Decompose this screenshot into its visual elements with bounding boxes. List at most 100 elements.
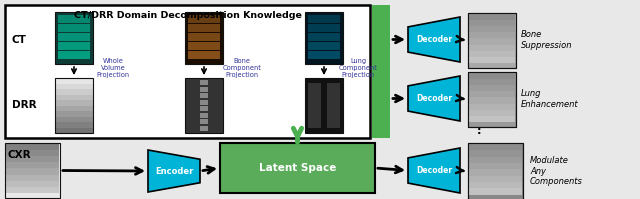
- Bar: [469, 14, 515, 20]
- Text: CT: CT: [12, 35, 27, 45]
- Bar: [6, 156, 59, 162]
- Bar: [55, 128, 93, 134]
- Bar: [188, 51, 220, 59]
- Bar: [308, 51, 340, 59]
- Bar: [468, 72, 516, 127]
- Bar: [200, 87, 208, 92]
- Bar: [469, 91, 515, 98]
- Bar: [469, 45, 515, 51]
- Bar: [58, 33, 90, 41]
- Bar: [185, 12, 223, 64]
- Bar: [6, 175, 59, 181]
- Bar: [55, 78, 93, 133]
- Bar: [200, 119, 208, 124]
- Bar: [55, 95, 93, 100]
- Bar: [55, 111, 93, 117]
- Bar: [220, 143, 375, 193]
- Bar: [308, 42, 340, 50]
- Bar: [5, 5, 370, 138]
- Bar: [308, 24, 340, 32]
- Bar: [469, 163, 522, 169]
- Bar: [58, 42, 90, 50]
- Bar: [55, 116, 93, 123]
- Bar: [200, 126, 208, 131]
- Text: Modulate
Any
Components: Modulate Any Components: [530, 156, 583, 186]
- Bar: [469, 98, 515, 103]
- Bar: [469, 116, 515, 122]
- Bar: [185, 78, 223, 133]
- Bar: [188, 24, 220, 32]
- Bar: [55, 84, 93, 90]
- Polygon shape: [148, 150, 200, 192]
- Bar: [469, 110, 515, 116]
- Bar: [305, 78, 343, 133]
- Text: Whole
Volume
Projection: Whole Volume Projection: [97, 58, 129, 78]
- Text: Bone
Component
Projection: Bone Component Projection: [223, 58, 261, 78]
- Bar: [468, 13, 516, 68]
- Bar: [308, 15, 340, 23]
- Text: Encoder: Encoder: [155, 167, 193, 176]
- Bar: [469, 57, 515, 63]
- Text: DRR: DRR: [12, 100, 36, 110]
- Polygon shape: [408, 148, 460, 193]
- Bar: [55, 89, 93, 95]
- Bar: [469, 85, 515, 91]
- Bar: [6, 168, 59, 175]
- Bar: [200, 80, 208, 85]
- Text: Decoder: Decoder: [416, 35, 452, 44]
- Bar: [327, 83, 340, 128]
- Bar: [55, 105, 93, 111]
- Text: Latent Space: Latent Space: [259, 163, 336, 173]
- Text: Decoder: Decoder: [416, 94, 452, 103]
- Bar: [305, 12, 343, 64]
- Bar: [58, 24, 90, 32]
- Bar: [469, 51, 515, 57]
- Text: CXR: CXR: [8, 150, 31, 160]
- Bar: [468, 13, 516, 68]
- Bar: [188, 33, 220, 41]
- Text: Bone
Suppression: Bone Suppression: [521, 30, 573, 50]
- Bar: [55, 78, 93, 84]
- Bar: [55, 12, 93, 64]
- Bar: [469, 103, 515, 110]
- Bar: [469, 169, 522, 176]
- Polygon shape: [408, 17, 460, 62]
- Bar: [468, 143, 523, 199]
- Bar: [6, 181, 59, 187]
- Bar: [308, 33, 340, 41]
- Bar: [469, 182, 522, 188]
- Bar: [6, 150, 59, 156]
- Bar: [6, 187, 59, 193]
- Bar: [55, 122, 93, 128]
- Bar: [58, 51, 90, 59]
- Bar: [468, 143, 523, 199]
- Bar: [469, 73, 515, 79]
- Bar: [469, 157, 522, 163]
- Bar: [469, 26, 515, 32]
- Bar: [6, 162, 59, 168]
- Bar: [469, 176, 522, 182]
- Bar: [469, 150, 522, 157]
- Bar: [469, 79, 515, 85]
- Text: CT/DRR Domain Decomposition Knowledge: CT/DRR Domain Decomposition Knowledge: [74, 12, 301, 20]
- Bar: [188, 15, 220, 23]
- Text: :: :: [477, 126, 481, 136]
- Text: Lung
Enhancement: Lung Enhancement: [521, 89, 579, 109]
- Bar: [468, 72, 516, 127]
- Bar: [188, 42, 220, 50]
- Bar: [200, 100, 208, 104]
- Text: Lung
Component
Projection: Lung Component Projection: [339, 58, 378, 78]
- Bar: [5, 143, 60, 198]
- Bar: [58, 15, 90, 23]
- Bar: [469, 144, 522, 150]
- Bar: [200, 112, 208, 117]
- Bar: [469, 188, 522, 195]
- Bar: [200, 93, 208, 98]
- Bar: [469, 20, 515, 26]
- Bar: [308, 83, 321, 128]
- Text: Decoder: Decoder: [416, 166, 452, 175]
- Bar: [469, 38, 515, 45]
- Bar: [469, 32, 515, 38]
- Bar: [372, 5, 390, 138]
- Polygon shape: [408, 76, 460, 121]
